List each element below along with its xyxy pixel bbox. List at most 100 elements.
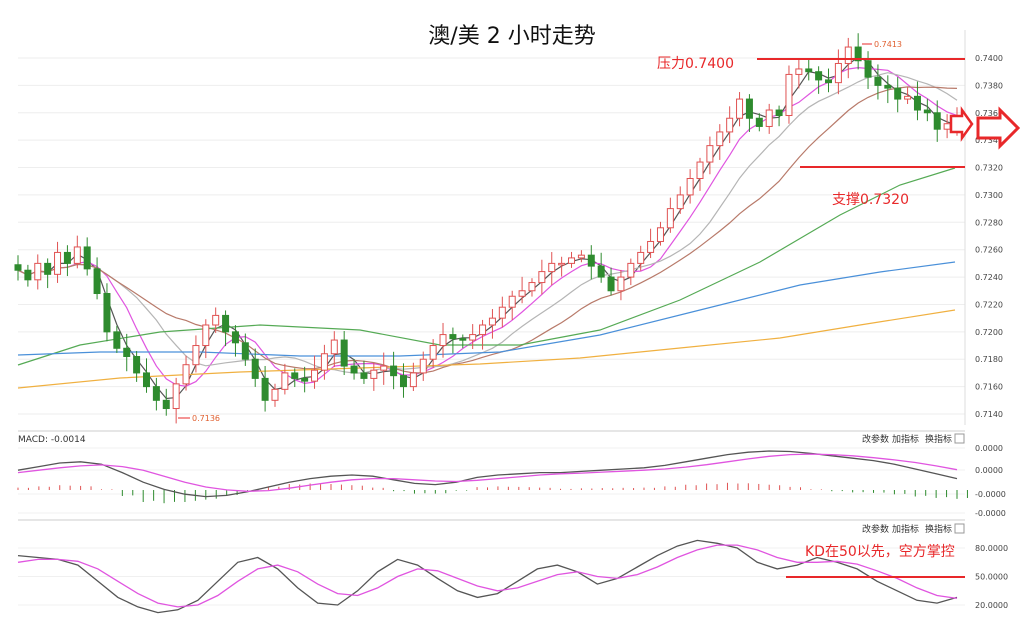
candle-body [805,68,813,73]
candle-body [172,383,180,410]
candle-body [548,262,556,273]
candle-body [597,265,605,278]
candle-body [894,87,902,100]
candle-body [123,347,131,357]
candle-body [666,208,674,229]
candle-body [558,262,566,266]
price-tick-label: 0.7220 [975,300,1003,309]
candle-body [795,68,803,75]
candle-body [479,324,487,336]
kd-d-line [17,544,958,608]
candle-body [825,79,833,84]
kd-control-button[interactable]: 改参数 [862,523,889,535]
candle-body [913,95,921,111]
candle-body [449,334,457,340]
macd-control-button[interactable]: 换指标 [925,433,952,445]
candle-body [103,293,111,333]
candle-body [182,364,190,385]
ma120-line [17,261,956,357]
candle-body [637,251,645,264]
macd-control-button[interactable]: 加指标 [892,433,919,445]
candle-body [884,84,892,89]
candle-body [933,112,941,130]
right-arrow-icon [976,106,1021,150]
price-tick-label: 0.7380 [975,81,1003,90]
ma30-line [17,86,958,374]
macd-tick-label: 0.0000 [975,466,1003,475]
candle-body [834,62,842,84]
candle-body [24,269,32,281]
candle-body [617,276,625,292]
candle-body [568,257,576,264]
ma60-line [17,167,956,366]
candle-body [459,338,467,341]
candle-body [469,334,477,341]
candle-body [508,295,516,308]
kd-tick-label: 20.0000 [975,601,1008,610]
kd-control-button[interactable]: 换指标 [925,523,952,535]
candle-body [142,372,150,388]
candle-body [83,246,91,270]
kd-panel: 改参数 加指标 换指标 80.0000 50.0000 20.0000 KD在50以先，空方… [17,519,1008,614]
price-tick-label: 0.7140 [975,410,1003,419]
candle-body [419,358,427,374]
candle-body [44,262,52,275]
candle-body [716,131,724,147]
ma250-line [17,309,956,389]
kd-tick-label: 50.0000 [975,573,1008,582]
candle-body [202,324,210,347]
candle-body [330,339,338,355]
candle-body [726,117,734,133]
support-resistance-lines: 压力0.7400 支撑0.7320 0.7413 0.7136 [178,40,965,423]
candle-body [538,271,546,284]
candle-body [577,254,585,259]
small-arrow-icon [949,106,974,142]
candle-body [152,386,160,401]
price-tick-label: 0.7280 [975,218,1003,227]
kd-close-icon [954,523,965,534]
candle-body [518,290,526,297]
candle-body [755,117,763,127]
price-tick-label: 0.7260 [975,246,1003,255]
candle-body [113,331,121,349]
high-label: 0.7413 [874,40,902,49]
macd-tick-label: -0.0000 [975,509,1006,518]
candle-body [439,334,447,347]
candle-body [251,358,259,379]
candle-body [340,339,348,367]
candle-body [281,372,289,390]
price-tick-label: 0.7160 [975,383,1003,392]
candle-body [271,388,279,401]
candle-body [222,314,230,333]
price-tick-label: 0.7180 [975,355,1003,364]
candle-body [63,251,71,264]
macd-label: MACD: -0.0014 [18,435,86,445]
candle-body [311,369,319,382]
candle-body [380,365,388,371]
kd-k-line [17,539,958,614]
candle-body [14,264,22,271]
candle-body [775,109,783,117]
candle-body [390,365,398,377]
candle-body [676,194,684,210]
support-label: 支撑0.7320 [832,192,909,208]
candle-body [488,317,496,326]
price-tick-label: 0.7400 [975,54,1003,63]
candle-body [815,71,823,81]
candle-body [370,369,378,379]
candle-body [34,262,42,281]
candle-body [696,161,704,179]
candle-body [320,353,328,371]
candle-body [923,109,931,114]
macd-control-button[interactable]: 改参数 [862,433,889,445]
candle-body [133,355,141,374]
kd-control-button[interactable]: 加指标 [892,523,919,535]
candle-body [429,345,437,360]
resistance-label: 压力0.7400 [657,56,734,72]
candle-body [54,251,62,275]
price-tick-label: 0.7200 [975,328,1003,337]
candle-body [241,342,249,360]
candle-body [301,377,309,382]
candle-body [212,314,220,326]
